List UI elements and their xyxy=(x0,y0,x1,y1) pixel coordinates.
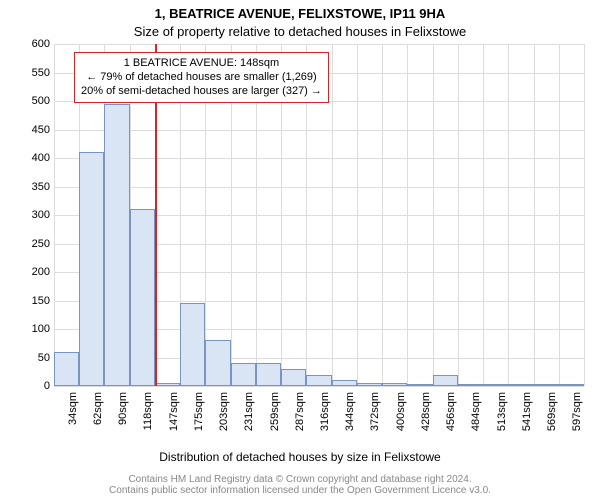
gridline-v xyxy=(458,44,459,386)
y-tick-label: 50 xyxy=(38,352,50,364)
histogram-bar xyxy=(306,375,331,386)
y-tick-label: 400 xyxy=(32,152,50,164)
x-tick-label: 147sqm xyxy=(168,392,180,431)
y-tick-label: 200 xyxy=(32,266,50,278)
histogram-bar xyxy=(483,384,508,386)
footer-line-2: Contains public sector information licen… xyxy=(0,485,600,496)
y-tick-label: 350 xyxy=(32,181,50,193)
x-tick-label: 541sqm xyxy=(521,392,533,431)
histogram-bar xyxy=(104,104,129,386)
x-tick-label: 428sqm xyxy=(420,392,432,431)
annotation-line: 20% of semi-detached houses are larger (… xyxy=(81,85,322,99)
histogram-bar xyxy=(357,383,382,386)
gridline-h xyxy=(54,44,584,45)
y-tick-label: 100 xyxy=(32,323,50,335)
footer-line-1: Contains HM Land Registry data © Crown c… xyxy=(0,474,600,485)
y-tick-label: 450 xyxy=(32,124,50,136)
histogram-bar xyxy=(155,383,180,386)
x-tick-label: 372sqm xyxy=(369,392,381,431)
gridline-v xyxy=(357,44,358,386)
histogram-bar xyxy=(458,384,483,386)
histogram-bar xyxy=(407,384,432,386)
gridline-v xyxy=(54,44,55,386)
gridline-v xyxy=(332,44,333,386)
histogram-bar xyxy=(382,383,407,386)
x-tick-label: 513sqm xyxy=(496,392,508,431)
gridline-h xyxy=(54,187,584,188)
y-tick-label: 250 xyxy=(32,238,50,250)
histogram-bar xyxy=(332,380,357,386)
histogram-bar xyxy=(180,303,205,386)
histogram-bar xyxy=(79,152,104,386)
histogram-bar xyxy=(205,340,230,386)
histogram-bar xyxy=(256,363,281,386)
x-tick-label: 456sqm xyxy=(445,392,457,431)
gridline-v xyxy=(407,44,408,386)
x-tick-label: 62sqm xyxy=(92,392,104,425)
histogram-bar xyxy=(433,375,458,386)
y-tick-label: 600 xyxy=(32,38,50,50)
x-tick-label: 259sqm xyxy=(269,392,281,431)
gridline-v xyxy=(508,44,509,386)
gridline-h xyxy=(54,158,584,159)
y-tick-label: 550 xyxy=(32,67,50,79)
x-tick-label: 231sqm xyxy=(243,392,255,431)
histogram-bar xyxy=(54,352,79,386)
x-tick-label: 90sqm xyxy=(117,392,129,425)
x-tick-label: 597sqm xyxy=(571,392,583,431)
gridline-v xyxy=(559,44,560,386)
histogram-bar xyxy=(130,209,155,386)
x-tick-label: 175sqm xyxy=(193,392,205,431)
annotation-box: 1 BEATRICE AVENUE: 148sqm← 79% of detach… xyxy=(74,52,329,103)
histogram-bar xyxy=(534,384,559,386)
x-tick-label: 34sqm xyxy=(67,392,79,425)
gridline-v xyxy=(483,44,484,386)
gridline-v xyxy=(382,44,383,386)
x-tick-label: 203sqm xyxy=(218,392,230,431)
y-tick-label: 300 xyxy=(32,209,50,221)
gridline-h xyxy=(54,130,584,131)
histogram-plot: 05010015020025030035040045050055060034sq… xyxy=(54,44,584,386)
x-axis-label: Distribution of detached houses by size … xyxy=(0,450,600,464)
page-title-address: 1, BEATRICE AVENUE, FELIXSTOWE, IP11 9HA xyxy=(0,6,600,21)
y-tick-label: 500 xyxy=(32,95,50,107)
gridline-h xyxy=(54,386,584,387)
x-tick-label: 287sqm xyxy=(294,392,306,431)
annotation-line: 1 BEATRICE AVENUE: 148sqm xyxy=(81,57,322,71)
annotation-line: ← 79% of detached houses are smaller (1,… xyxy=(81,71,322,85)
x-tick-label: 484sqm xyxy=(470,392,482,431)
x-tick-label: 569sqm xyxy=(546,392,558,431)
histogram-bar xyxy=(559,384,584,386)
x-tick-label: 118sqm xyxy=(142,392,154,430)
x-tick-label: 316sqm xyxy=(319,392,331,431)
page-subtitle: Size of property relative to detached ho… xyxy=(0,24,600,39)
x-tick-label: 344sqm xyxy=(344,392,356,431)
y-tick-label: 150 xyxy=(32,295,50,307)
histogram-bar xyxy=(508,384,533,386)
histogram-bar xyxy=(281,369,306,386)
gridline-v xyxy=(433,44,434,386)
histogram-bar xyxy=(231,363,256,386)
y-tick-label: 0 xyxy=(44,380,50,392)
footer-attribution: Contains HM Land Registry data © Crown c… xyxy=(0,474,600,496)
gridline-v xyxy=(534,44,535,386)
gridline-v xyxy=(584,44,585,386)
x-tick-label: 400sqm xyxy=(395,392,407,431)
